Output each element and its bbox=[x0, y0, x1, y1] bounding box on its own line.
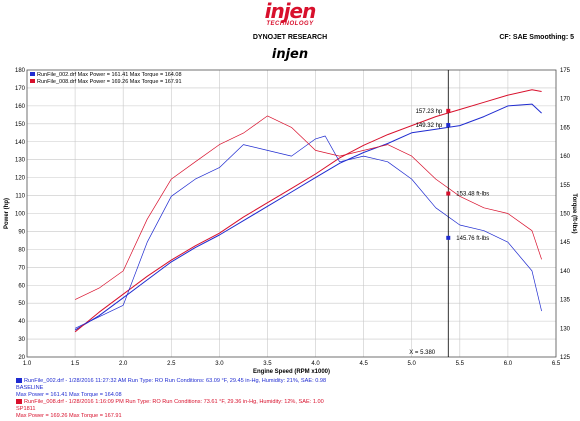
y-right-tick-label: 150 bbox=[560, 212, 571, 218]
x-tick-label: 4.5 bbox=[359, 361, 368, 367]
y-right-tick-label: 140 bbox=[560, 269, 571, 275]
y-left-tick-label: 140 bbox=[15, 140, 26, 146]
y-right-tick-label: 145 bbox=[560, 240, 571, 246]
y-right-tick-label: 130 bbox=[560, 326, 571, 332]
cursor-readout: 153.48 ft-lbs bbox=[456, 192, 489, 198]
cursor-label: X = 5.380 bbox=[409, 350, 436, 356]
x-tick-label: 6.5 bbox=[552, 361, 561, 367]
run1-max: Max Power = 161.41 Max Torque = 164.08 bbox=[16, 391, 122, 398]
y-left-tick-label: 120 bbox=[15, 176, 26, 182]
x-tick-label: 6.0 bbox=[504, 361, 513, 367]
y-left-tick-label: 50 bbox=[18, 301, 25, 307]
cursor-readout: 157.23 hp bbox=[416, 109, 443, 115]
legend-entry: RunFile_008.drf Max Power = 169.26 Max T… bbox=[37, 79, 182, 85]
series-line-3 bbox=[74, 135, 542, 329]
legend-swatch bbox=[30, 79, 35, 83]
report-title: DYNOJET RESEARCH bbox=[252, 34, 328, 41]
y-left-tick-label: 90 bbox=[18, 229, 25, 235]
series-line-2 bbox=[74, 89, 542, 333]
x-tick-label: 3.0 bbox=[215, 361, 224, 367]
y-right-tick-label: 170 bbox=[560, 97, 571, 103]
y-left-tick-label: 30 bbox=[18, 337, 25, 343]
y-left-tick-label: 40 bbox=[18, 319, 25, 325]
cursor-marker bbox=[446, 123, 451, 128]
cursor-readout: 145.76 ft-lbs bbox=[456, 236, 489, 242]
y-left-axis-label: Power (hp) bbox=[4, 198, 10, 229]
run1-swatch bbox=[16, 378, 22, 384]
plot-frame bbox=[26, 69, 557, 358]
y-left-tick-label: 110 bbox=[15, 194, 25, 200]
y-left-tick-label: 170 bbox=[15, 86, 26, 92]
run2-name: SP1811 bbox=[16, 405, 36, 412]
y-right-axis-label: Torque (ft-lbs) bbox=[571, 193, 577, 233]
cursor-marker bbox=[446, 235, 451, 240]
run1-info: RunFile_002.drf - 1/28/2016 11:27:32 AM … bbox=[16, 378, 326, 399]
series-line-1 bbox=[74, 103, 542, 331]
run2-swatch bbox=[16, 399, 22, 405]
x-tick-label: 5.0 bbox=[408, 361, 417, 367]
x-tick-label: 2.5 bbox=[167, 361, 176, 367]
x-axis-label: Engine Speed (RPM x1000) bbox=[253, 369, 330, 375]
y-right-tick-label: 135 bbox=[560, 298, 571, 304]
x-tick-label: 2.0 bbox=[119, 361, 128, 367]
chart-title: injen bbox=[271, 47, 309, 62]
run2-info: RunFile_008.drf - 1/28/2016 1:16:09 PM R… bbox=[16, 399, 324, 420]
y-left-tick-label: 180 bbox=[15, 68, 26, 74]
y-right-tick-label: 160 bbox=[560, 154, 571, 160]
y-right-tick-label: 125 bbox=[560, 355, 571, 361]
y-right-tick-label: 155 bbox=[560, 183, 571, 189]
x-tick-label: 5.5 bbox=[456, 361, 465, 367]
legend-swatch bbox=[30, 72, 35, 76]
y-left-tick-label: 160 bbox=[15, 104, 26, 110]
run2-max: Max Power = 169.26 Max Torque = 167.91 bbox=[16, 412, 122, 419]
run1-name: BASELINE bbox=[16, 384, 44, 391]
y-left-tick-label: 60 bbox=[18, 283, 25, 289]
injen-logo: injen TECHNOLOGY bbox=[0, 1, 580, 27]
x-tick-label: 3.5 bbox=[263, 361, 272, 367]
y-right-tick-label: 175 bbox=[560, 68, 571, 74]
cursor-marker bbox=[446, 191, 451, 196]
y-left-tick-label: 20 bbox=[18, 355, 25, 361]
y-left-tick-label: 100 bbox=[15, 212, 26, 218]
x-tick-label: 1.0 bbox=[23, 361, 32, 367]
legend-entry: RunFile_002.drf Max Power = 161.41 Max T… bbox=[37, 72, 182, 78]
y-right-tick-label: 165 bbox=[560, 125, 571, 131]
y-left-tick-label: 150 bbox=[15, 122, 26, 128]
cursor-marker bbox=[446, 108, 451, 113]
y-left-tick-label: 130 bbox=[15, 158, 26, 164]
logo-wordmark: injen bbox=[264, 0, 317, 23]
cursor-readout: 149.32 hp bbox=[416, 123, 443, 129]
logo-subtitle: TECHNOLOGY bbox=[266, 21, 314, 27]
x-tick-label: 1.5 bbox=[71, 361, 80, 367]
run1-details: RunFile_002.drf - 1/28/2016 11:27:32 AM … bbox=[24, 378, 327, 384]
x-tick-label: 4.0 bbox=[311, 361, 320, 367]
settings-text: CF: SAE Smoothing: 5 bbox=[499, 34, 574, 41]
run2-details: RunFile_008.drf - 1/28/2016 1:16:09 PM R… bbox=[24, 399, 324, 405]
series-line-4 bbox=[74, 115, 542, 300]
y-left-tick-label: 80 bbox=[18, 247, 25, 253]
y-left-tick-label: 70 bbox=[18, 265, 25, 271]
